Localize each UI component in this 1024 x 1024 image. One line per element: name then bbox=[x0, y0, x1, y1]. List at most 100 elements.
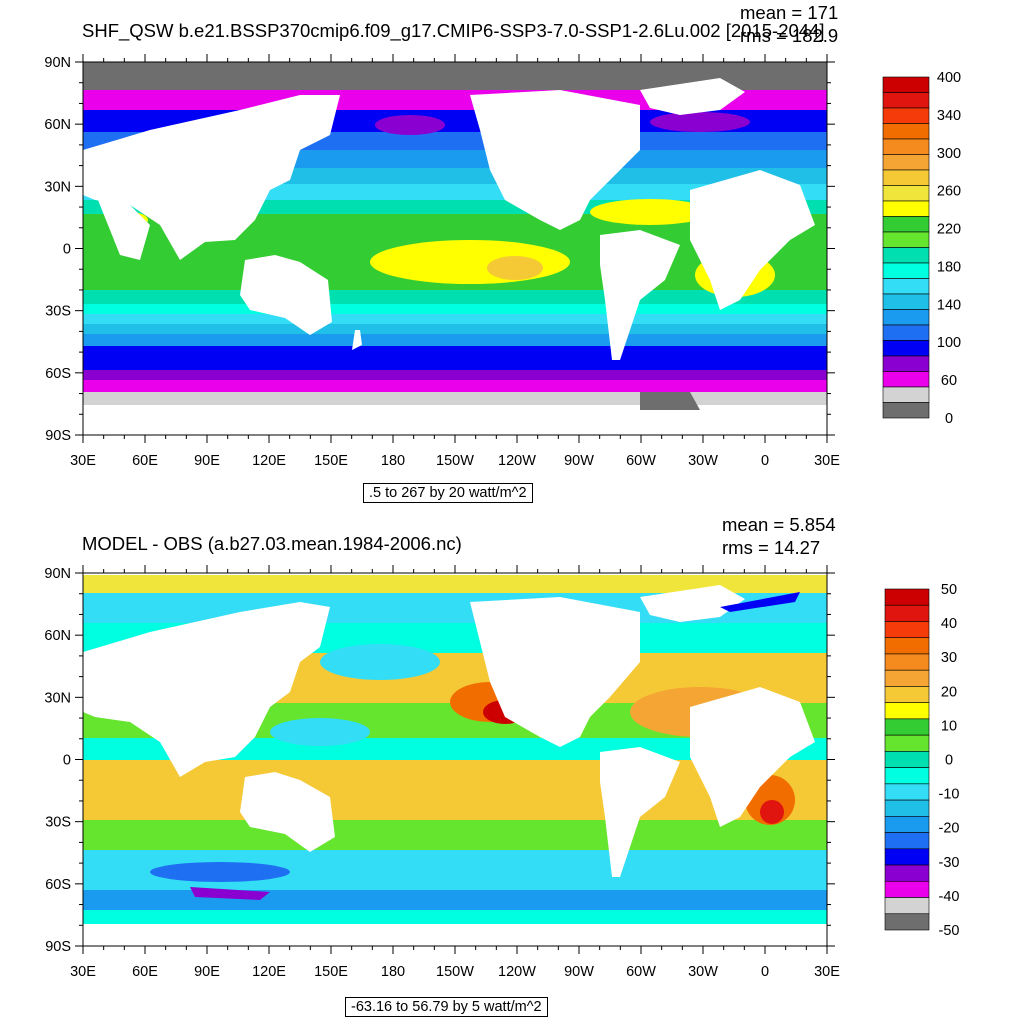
x-axis: 30E 60E 90E 120E 150E 180 150W 120W 90W 60W 30W 0 30… bbox=[70, 565, 840, 980]
colorbar-box bbox=[882, 92, 930, 109]
x-tick-label: 0 bbox=[761, 453, 769, 469]
y-tick-label: 30N bbox=[44, 690, 71, 706]
colorbar-box bbox=[882, 185, 930, 202]
y-tick-label: 30S bbox=[45, 815, 71, 831]
colorbar-box bbox=[882, 76, 930, 93]
colorbar-label: 180 bbox=[937, 259, 961, 275]
colorbar-box bbox=[882, 200, 930, 217]
y-tick-label: 30N bbox=[44, 179, 71, 195]
colorbar-label: 10 bbox=[941, 718, 957, 734]
colorbar-label: 140 bbox=[937, 297, 961, 313]
x-tick-label: 150E bbox=[314, 453, 348, 469]
colorbar: 50 40 30 20 10 0 -10 -20 -30 -40 -50 bbox=[884, 582, 960, 939]
contour-info-box: -63.16 to 56.79 by 5 watt/m^2 bbox=[345, 997, 548, 1017]
rms-label: rms = 14.27 bbox=[722, 537, 821, 558]
colorbar-label: -30 bbox=[939, 855, 960, 871]
colorbar-label: 400 bbox=[937, 70, 961, 86]
colorbar-box bbox=[884, 751, 930, 768]
mean-label: mean = 171 bbox=[740, 2, 839, 23]
colorbar-label: 30 bbox=[941, 650, 957, 666]
colorbar-box bbox=[884, 653, 930, 671]
y-tick-label: 60N bbox=[44, 117, 71, 133]
y-tick-label: 60S bbox=[45, 366, 71, 382]
x-tick-label: 90W bbox=[564, 964, 594, 980]
colorbar-box bbox=[884, 702, 930, 720]
x-tick-label: 30W bbox=[688, 964, 718, 980]
x-tick-label: 90E bbox=[194, 453, 220, 469]
colorbar-box bbox=[882, 386, 930, 403]
y-axis: 90N 60N 30N 0 30S 60S 90S bbox=[44, 55, 835, 444]
colorbar: 400 340 300 260 220 180 140 100 60 0 bbox=[882, 70, 961, 427]
colorbar-label: 20 bbox=[941, 684, 957, 700]
y-tick-label: 60S bbox=[45, 877, 71, 893]
colorbar-box bbox=[882, 309, 930, 326]
colorbar-box bbox=[882, 231, 930, 248]
colorbar-boxes bbox=[882, 76, 930, 419]
x-tick-label: 60E bbox=[132, 964, 158, 980]
y-tick-label: 90N bbox=[44, 55, 71, 71]
map-field bbox=[83, 573, 827, 946]
panel-shf-qsw: SHF_QSW b.e21.BSSP370cmip6.f09_g17.CMIP6… bbox=[44, 2, 961, 503]
x-tick-label: 120W bbox=[498, 453, 536, 469]
colorbar-boxes bbox=[884, 588, 930, 931]
y-tick-label: 90N bbox=[44, 566, 71, 582]
colorbar-label: -20 bbox=[939, 821, 960, 837]
colorbar-box bbox=[882, 340, 930, 357]
colorbar-box bbox=[884, 588, 930, 606]
panel-model-minus-obs: MODEL - OBS (a.b27.03.mean.1984-2006.nc)… bbox=[0, 512, 1024, 1024]
contour-info-box: .5 to 267 by 20 watt/m^2 bbox=[363, 483, 533, 503]
colorbar-box bbox=[884, 734, 930, 752]
colorbar-box bbox=[884, 783, 930, 801]
colorbar-box bbox=[882, 355, 930, 372]
y-tick-label: 60N bbox=[44, 628, 71, 644]
y-tick-label: 30S bbox=[45, 304, 71, 320]
colorbar-box bbox=[882, 293, 930, 310]
colorbar-box bbox=[882, 123, 930, 140]
x-tick-label: 120E bbox=[252, 964, 286, 980]
colorbar-box bbox=[884, 669, 930, 687]
colorbar-box bbox=[882, 262, 930, 279]
x-tick-label: 0 bbox=[761, 964, 769, 980]
x-tick-label: 150W bbox=[436, 964, 474, 980]
y-tick-label: 0 bbox=[63, 753, 71, 769]
map-plot: 30E 60E 90E 120E 150E 180 150W 120W 90W 60W 30W 0 30… bbox=[44, 54, 840, 469]
colorbar-box bbox=[884, 621, 930, 639]
colorbar-box bbox=[884, 799, 930, 817]
colorbar-box bbox=[882, 371, 930, 388]
colorbar-label: 220 bbox=[937, 222, 961, 238]
colorbar-box bbox=[884, 848, 930, 866]
colorbar-box bbox=[884, 637, 930, 655]
colorbar-box bbox=[882, 247, 930, 264]
colorbar-label: 0 bbox=[945, 411, 953, 427]
mean-label: mean = 5.854 bbox=[722, 514, 836, 535]
x-tick-label: 60E bbox=[132, 453, 158, 469]
colorbar-label: -50 bbox=[939, 923, 960, 939]
y-tick-label: 90S bbox=[45, 939, 71, 955]
x-tick-label: 120E bbox=[252, 453, 286, 469]
rms-label: rms = 182.9 bbox=[740, 25, 839, 46]
colorbar-box bbox=[884, 686, 930, 703]
x-tick-label: 30E bbox=[814, 453, 840, 469]
colorbar-box bbox=[882, 278, 930, 295]
x-tick-label: 150E bbox=[314, 964, 348, 980]
colorbar-label: 340 bbox=[937, 108, 961, 124]
colorbar-box bbox=[882, 402, 930, 419]
colorbar-labels: 400 340 300 260 220 180 140 100 60 0 bbox=[937, 70, 961, 427]
x-tick-label: 180 bbox=[381, 453, 405, 469]
colorbar-label: -10 bbox=[939, 787, 960, 803]
x-tick-label: 30E bbox=[70, 964, 96, 980]
x-tick-label: 90E bbox=[194, 964, 220, 980]
colorbar-label: -40 bbox=[939, 889, 960, 905]
colorbar-box bbox=[882, 169, 930, 186]
x-axis: 30E 60E 90E 120E 150E 180 150W 120W 90W 60W 30W 0 30… bbox=[70, 54, 840, 469]
x-tick-label: 180 bbox=[381, 964, 405, 980]
colorbar-box bbox=[884, 864, 930, 882]
colorbar-label: 300 bbox=[937, 146, 961, 162]
colorbar-box bbox=[884, 767, 930, 785]
x-tick-label: 30E bbox=[70, 453, 96, 469]
x-tick-label: 30W bbox=[688, 453, 718, 469]
map-plot: 30E 60E 90E 120E 150E 180 150W 120W 90W 60W 30W 0 30… bbox=[44, 565, 840, 980]
colorbar-box bbox=[882, 138, 930, 155]
colorbar-box bbox=[884, 897, 930, 915]
x-tick-label: 90W bbox=[564, 453, 594, 469]
